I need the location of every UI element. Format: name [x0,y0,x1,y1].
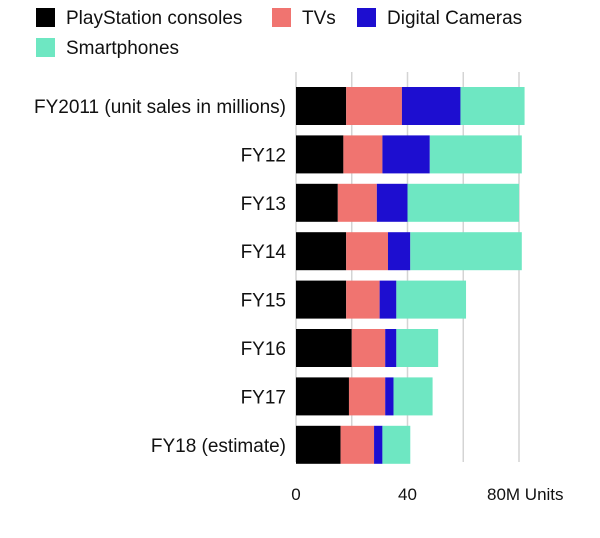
bar-segment-playstation-consoles [296,377,349,416]
bar-segment-tvs [340,425,375,464]
bar-segment-smartphones [382,425,411,464]
bar-segment-tvs [346,232,388,271]
legend-swatch-digital-cameras [357,8,376,27]
bar-segment-smartphones [429,135,522,174]
bar-segment-smartphones [396,280,467,319]
bar-segment-playstation-consoles [296,135,344,174]
bar-segment-digital-cameras [379,280,397,319]
x-tick-label: 40 [398,485,417,504]
category-labels: FY2011 (unit sales in millions) FY12 FY13 F… [34,97,286,457]
category-label: FY16 [241,339,286,360]
bar-segment-playstation-consoles [296,425,341,464]
bar-segment-digital-cameras [387,232,411,271]
legend-label-playstation-consoles: PlayStation consoles [66,8,242,29]
bar-segment-playstation-consoles [296,232,347,271]
category-label: FY17 [241,387,286,408]
bar-segment-smartphones [396,329,439,367]
legend-label-smartphones: Smartphones [66,38,179,59]
bar-segment-digital-cameras [385,329,397,367]
bar-segment-digital-cameras [385,377,394,416]
bar-segment-smartphones [407,183,519,222]
legend-label-digital-cameras: Digital Cameras [387,8,522,29]
bar-segment-tvs [346,87,402,125]
category-label: FY15 [241,291,286,312]
bar-segment-playstation-consoles [296,87,347,125]
bar-segment-tvs [351,329,386,367]
bar-segment-playstation-consoles [296,280,347,319]
legend-swatch-tvs [272,8,291,27]
bar-segment-tvs [348,377,386,416]
bar-segment-digital-cameras [401,87,461,125]
bar-segment-playstation-consoles [296,183,338,222]
bar-segment-tvs [343,135,383,174]
bar-segment-playstation-consoles [296,329,352,367]
bar-segment-smartphones [410,232,522,271]
bar-segment-digital-cameras [376,183,408,222]
bars [296,87,525,464]
x-tick-label: 80M Units [487,485,564,504]
bar-segment-digital-cameras [382,135,430,174]
bar-segment-tvs [346,280,380,319]
category-label: FY2011 (unit sales in millions) [34,97,286,118]
category-label: FY13 [241,194,286,215]
legend-label-tvs: TVs [302,8,336,29]
x-tick-labels: 0 40 80M Units [291,485,563,504]
legend-swatch-smartphones [36,38,55,57]
category-label: FY14 [241,242,287,263]
legend-swatch-playstation-consoles [36,8,55,27]
bar-segment-smartphones [460,87,525,125]
bar-segment-tvs [337,183,377,222]
bar-segment-digital-cameras [374,425,383,464]
bar-segment-smartphones [393,377,433,416]
category-label: FY18 (estimate) [151,436,286,457]
x-tick-label: 0 [291,485,300,504]
category-label: FY12 [241,145,286,166]
legend: PlayStation consoles TVs Digital Cameras Sm… [36,8,522,59]
